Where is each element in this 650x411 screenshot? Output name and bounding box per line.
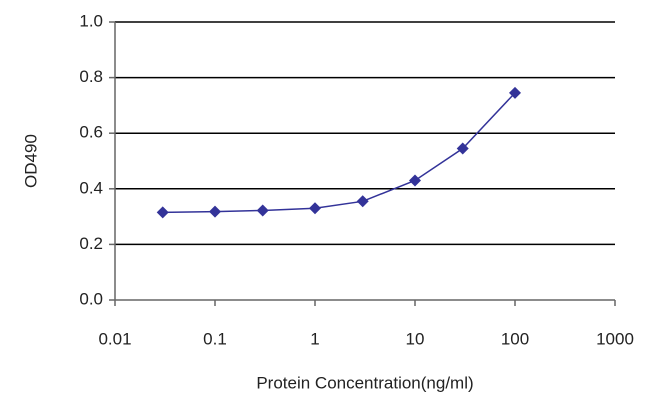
data-point bbox=[309, 202, 321, 215]
data-point bbox=[256, 204, 269, 217]
x-tick-label: 0.01 bbox=[98, 329, 131, 348]
data-point bbox=[456, 142, 469, 155]
x-tick-label: 0.1 bbox=[203, 329, 227, 348]
y-tick-label: 0.8 bbox=[79, 67, 103, 86]
series-line bbox=[162, 92, 516, 214]
y-tick-label: 0.2 bbox=[79, 234, 103, 253]
x-tick-label: 1000 bbox=[596, 329, 634, 348]
y-tick-label: 0.0 bbox=[79, 289, 103, 308]
x-axis-title: Protein Concentration(ng/ml) bbox=[256, 373, 473, 392]
data-point bbox=[509, 86, 521, 99]
data-point bbox=[409, 174, 421, 187]
data-point bbox=[156, 206, 169, 219]
y-axis-title: OD490 bbox=[21, 134, 40, 188]
x-tick-label: 1 bbox=[310, 329, 319, 348]
x-tick-label: 100 bbox=[501, 329, 529, 348]
data-point bbox=[209, 205, 221, 218]
data-point bbox=[356, 195, 369, 208]
y-tick-label: 0.6 bbox=[79, 123, 103, 142]
y-tick-label: 1.0 bbox=[79, 11, 103, 30]
y-tick-label: 0.4 bbox=[79, 178, 103, 197]
x-tick-label: 10 bbox=[406, 329, 425, 348]
